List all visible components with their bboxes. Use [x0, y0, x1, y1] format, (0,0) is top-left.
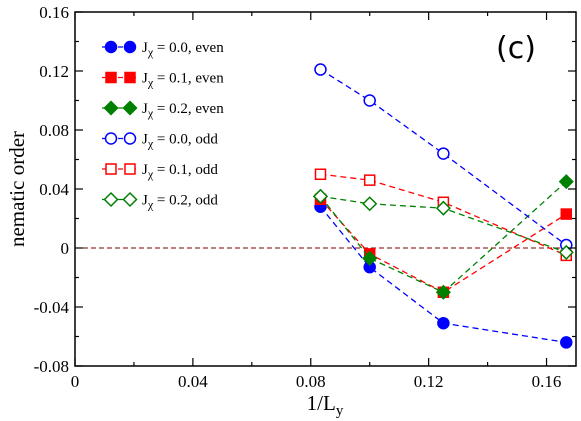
legend-label: Jχ = 0.2, odd [142, 193, 218, 212]
y-tick-label: 0.16 [39, 3, 69, 22]
data-point [363, 174, 376, 186]
legend-marker-right [123, 132, 137, 145]
series-4 [314, 63, 573, 252]
x-axis-title-subscript: y [336, 403, 344, 419]
y-tick-label: -0.08 [34, 357, 69, 376]
x-axis-title: 1/Ly [307, 391, 344, 419]
legend-marker-right [124, 163, 136, 175]
y-tick-label: 0 [61, 239, 70, 258]
data-point [363, 94, 376, 107]
legend-marker-left [103, 100, 119, 116]
data-point [312, 188, 329, 204]
series-line [320, 195, 567, 254]
legend-label: Jχ = 0.1, odd [142, 162, 218, 181]
data-point [314, 63, 327, 76]
legend-item: Jχ = 0.0, even [102, 40, 224, 59]
series-line [320, 198, 567, 294]
data-point [560, 336, 573, 349]
series-line [319, 206, 567, 344]
legend-marker-right [124, 71, 136, 84]
legend-marker-left [104, 132, 118, 145]
legend-marker-left [105, 163, 117, 175]
data-point [558, 244, 574, 260]
data-point [362, 250, 378, 266]
data-point [560, 208, 573, 220]
series-line [319, 181, 567, 294]
legend-item: Jχ = 0.1, odd [102, 162, 218, 181]
x-tick-label: 0 [71, 372, 80, 391]
legend-label: Jχ = 0.0, even [142, 40, 224, 59]
legend-item: Jχ = 0.2, odd [102, 191, 218, 212]
data-point [362, 196, 378, 212]
legend-item: Jχ = 0.2, even [102, 100, 224, 120]
legend-label: Jχ = 0.0, odd [142, 132, 218, 151]
data-point [435, 200, 451, 216]
y-tick-label: -0.04 [34, 298, 70, 317]
legend-marker-right [123, 40, 137, 54]
data-point [314, 168, 327, 180]
labels-layer: nematic order 1/Ly (c) [5, 31, 536, 419]
legend: Jχ = 0.0, even Jχ = 0.1, even Jχ = 0.2, ev… [102, 40, 224, 212]
panel-label: (c) [496, 31, 536, 66]
data-point [437, 147, 450, 160]
series-1 [314, 200, 573, 349]
legend-item: Jχ = 0.1, even [102, 71, 224, 90]
legend-item: Jχ = 0.0, odd [102, 132, 218, 151]
legend-label: Jχ = 0.2, even [142, 101, 224, 120]
legend-marker-right [122, 191, 138, 208]
legend-marker-left [105, 71, 117, 84]
data-point [435, 284, 451, 300]
legend-marker-left [104, 40, 118, 54]
x-axis-title-main: 1/L [307, 391, 336, 415]
x-tick-label: 0.12 [414, 372, 444, 391]
legend-label: Jχ = 0.1, even [142, 71, 224, 90]
x-tick-label: 0.04 [178, 372, 208, 391]
y-tick-label: 0.12 [39, 62, 69, 81]
x-tick-label: 0.16 [532, 372, 562, 391]
series-3 [312, 174, 574, 300]
legend-marker-right [122, 100, 138, 116]
y-tick-label: 0.08 [39, 121, 69, 140]
series-6 [312, 188, 574, 260]
y-axis-title: nematic order [5, 131, 29, 247]
y-tick-label: 0.04 [39, 180, 69, 199]
series-layer [312, 63, 574, 349]
data-point [437, 316, 450, 330]
x-tick-label: 0.08 [296, 372, 326, 391]
data-point [558, 174, 574, 190]
series-line [320, 173, 567, 256]
series-line [320, 68, 567, 246]
ticks-layer: 0 0.04 0.08 0.12 0.16 -0.08 -0.04 0 0.04 0.08 0.12… [34, 3, 576, 391]
legend-marker-left [103, 191, 119, 208]
